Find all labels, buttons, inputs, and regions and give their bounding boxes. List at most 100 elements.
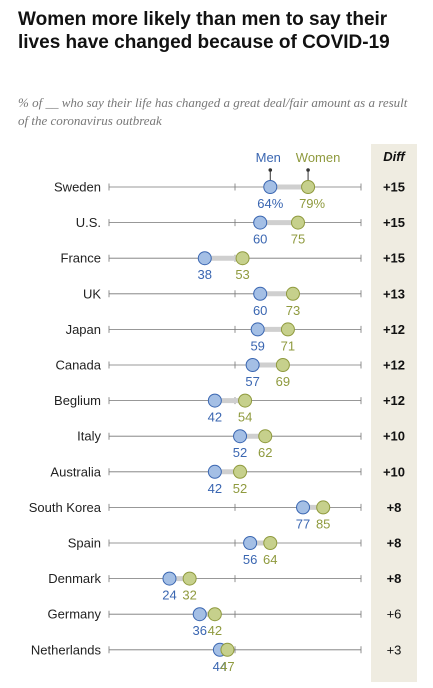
row-denmark: Denmark 24 32 +8 xyxy=(48,571,401,603)
women-dot xyxy=(285,286,300,301)
diff-header: Diff xyxy=(383,149,406,164)
men-dot xyxy=(253,215,268,230)
women-dot xyxy=(291,215,305,230)
row-uk: UK 60 73 +13 xyxy=(83,286,405,318)
legend-men: Men xyxy=(256,150,281,165)
women-value-label: 73 xyxy=(286,303,300,318)
women-dot xyxy=(316,500,331,515)
diff-value-sweden: +15 xyxy=(383,180,405,195)
men-value-label: 42 xyxy=(208,481,222,496)
women-value-label: 64 xyxy=(263,552,277,567)
women-value-label: 71 xyxy=(281,338,295,353)
men-dot xyxy=(253,286,268,301)
women-value-label: 32 xyxy=(182,588,196,603)
diff-value-italy: +10 xyxy=(383,429,405,444)
diff-value-canada: +12 xyxy=(383,358,405,373)
men-dot xyxy=(296,500,311,515)
category-label-france: France xyxy=(61,251,101,266)
men-value-label: 24 xyxy=(162,588,176,603)
diff-value-australia: +10 xyxy=(383,464,405,479)
men-dot xyxy=(243,536,258,550)
men-value-label: 77 xyxy=(296,516,310,531)
men-dot xyxy=(197,251,212,266)
row-u-s: U.S. 60 75 +15 xyxy=(76,215,405,247)
women-value-label: 42 xyxy=(208,623,222,638)
diff-column-background xyxy=(371,144,417,682)
row-spain: Spain 56 64 +8 xyxy=(68,536,402,568)
category-label-australia: Australia xyxy=(50,464,101,479)
row-australia: Australia 42 52 +10 xyxy=(50,464,405,496)
row-south-korea: South Korea 77 85 +8 xyxy=(29,500,402,532)
women-dot xyxy=(238,393,253,408)
legend-men-pointer-dot xyxy=(268,168,273,172)
diff-value-spain: +8 xyxy=(387,536,402,551)
category-label-netherlands: Netherlands xyxy=(31,642,102,657)
men-dot xyxy=(207,393,222,408)
men-value-label: 38 xyxy=(198,267,212,282)
category-label-sweden: Sweden xyxy=(54,180,101,195)
chart-subtitle: % of __ who say their life has changed a… xyxy=(18,95,408,128)
category-label-u-s: U.S. xyxy=(76,215,101,230)
category-label-denmark: Denmark xyxy=(48,571,101,586)
women-dot xyxy=(235,251,250,266)
diff-value-netherlands: +3 xyxy=(387,642,402,657)
men-value-label: 64% xyxy=(257,196,283,211)
diff-value-japan: +12 xyxy=(383,322,405,337)
diff-value-beglium: +12 xyxy=(383,393,405,408)
row-japan: Japan 59 71 +12 xyxy=(66,322,405,354)
women-dot xyxy=(182,571,197,586)
men-value-label: 57 xyxy=(245,374,259,389)
men-value-label: 52 xyxy=(233,445,247,460)
women-value-label: 54 xyxy=(238,410,252,425)
diff-value-u-s: +15 xyxy=(383,215,405,230)
men-dot xyxy=(192,607,207,622)
men-value-label: 42 xyxy=(208,410,222,425)
women-dot xyxy=(258,429,273,444)
category-label-italy: Italy xyxy=(77,429,101,444)
legend-women: Women xyxy=(296,150,341,165)
women-value-label: 62 xyxy=(258,445,272,460)
category-label-spain: Spain xyxy=(68,536,101,551)
category-label-beglium: Beglium xyxy=(54,393,101,408)
women-value-label: 47 xyxy=(220,659,234,674)
women-value-label: 85 xyxy=(316,516,330,531)
men-value-label: 44 xyxy=(213,659,227,674)
men-value-label: 59 xyxy=(250,338,264,353)
row-beglium: Beglium 42 54 +12 xyxy=(54,393,405,425)
women-dot xyxy=(220,642,235,657)
category-label-germany: Germany xyxy=(48,607,102,622)
men-value-label: 56 xyxy=(243,552,257,567)
men-dot xyxy=(263,180,278,194)
row-canada: Canada 57 69 +12 xyxy=(55,358,405,390)
women-dot xyxy=(263,536,278,550)
men-dot xyxy=(233,429,248,444)
women-dot xyxy=(275,358,290,372)
category-label-japan: Japan xyxy=(66,322,101,337)
diff-value-denmark: +8 xyxy=(387,571,402,586)
men-dot xyxy=(250,322,265,337)
category-label-south-korea: South Korea xyxy=(29,500,102,515)
women-dot xyxy=(207,607,222,622)
women-dot xyxy=(233,464,248,479)
diff-value-uk: +13 xyxy=(383,286,405,301)
women-value-label: 75 xyxy=(291,232,305,247)
women-value-label: 69 xyxy=(276,374,290,389)
women-value-label: 79% xyxy=(299,196,325,211)
diff-value-germany: +6 xyxy=(387,607,402,622)
diff-value-south-korea: +8 xyxy=(387,500,402,515)
legend-women-pointer-dot xyxy=(306,168,310,172)
men-value-label: 60 xyxy=(253,232,267,247)
men-value-label: 36 xyxy=(192,623,206,638)
row-germany: Germany 36 42 +6 xyxy=(48,607,402,639)
row-sweden: Sweden 64% 79% +15 xyxy=(54,180,405,212)
diff-value-france: +15 xyxy=(383,251,405,266)
men-dot xyxy=(162,571,177,586)
category-label-canada: Canada xyxy=(55,358,101,373)
men-dot xyxy=(207,464,222,479)
row-france: France 38 53 +15 xyxy=(61,251,406,283)
women-value-label: 52 xyxy=(233,481,247,496)
men-dot xyxy=(245,358,260,372)
